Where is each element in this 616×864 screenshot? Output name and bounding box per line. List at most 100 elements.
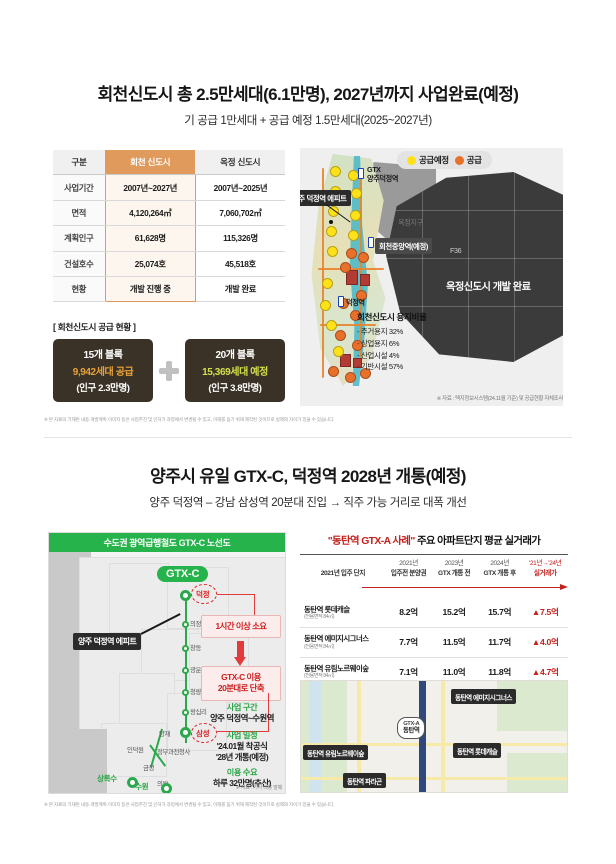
map-tag-hoecheon-station: 회천중앙역(예정): [375, 238, 432, 254]
map-green-area: [507, 753, 567, 792]
col-header-okjeong: 옥정 신도시: [195, 150, 285, 176]
row-label: 면적: [53, 200, 106, 227]
station-marker-sangnoksu: [127, 777, 138, 788]
station-label: 양재: [159, 731, 170, 738]
station-marker: [182, 689, 189, 696]
info-value-line2: '28년 개통(예정): [215, 752, 269, 763]
station-label: 정부과천청사: [157, 749, 190, 756]
map-source-note: ※ 자료 : 택지정보시스템(24.11월 기준) 및 공급현황 자체조사: [436, 396, 563, 402]
gtx-a-rail-line: [419, 681, 426, 792]
cell-okjeong: 2007년~2025년: [195, 174, 285, 201]
cell-hoecheon: 25,074호: [104, 251, 196, 277]
table-row: 사업기간 2007년~2027년 2007년~2025년: [53, 174, 285, 201]
table-row: 현황 개발 진행 중 개발 완료: [53, 276, 285, 303]
price-col-delta: '21년→'24년 실거래가: [522, 555, 568, 584]
station-marker: [182, 709, 189, 716]
apt-callout-tag: 양주 덕정역 에피트: [73, 633, 142, 650]
section-divider: [44, 437, 572, 438]
station-label: 인덕원: [127, 747, 144, 754]
gtx-map-source: ※ 자료 : 기사 내용 발췌: [235, 785, 283, 791]
map-road: [441, 681, 445, 792]
station-line-name: GTX-A: [403, 720, 420, 727]
deokjeong-station-marker: [338, 296, 344, 307]
section2-subtitle: 양주 덕정역 – 강남 삼성역 20분대 진입 → 직주 가능 거리로 대폭 개…: [149, 497, 467, 509]
ratio-item: - 산업시설 4%: [357, 350, 400, 360]
station-marker-samseong: [180, 727, 191, 738]
map-tag-apt: 양주 덕정역 에피트: [300, 190, 351, 206]
map-road: [301, 743, 567, 746]
price-title-quote: "동탄역 GTX-A 사례": [327, 536, 416, 547]
section2-disclaimer: ※ 본 자료의 기재된 내용·개발계획·이미지 등은 사업추진 및 인허가 과정…: [44, 802, 335, 807]
gtx-c-route-map: 수도권 광역급행철도 GTX-C 노선도 GTX-C: [48, 532, 286, 794]
complex-name-cell: 동탄역 에미지시그너스 (전용면적 84㎡): [300, 627, 386, 658]
cell-hoecheon: 2007년~2027년: [104, 174, 196, 201]
map-sea-lower: [49, 729, 107, 793]
table-row: 동탄역 에미지시그너스 (전용면적 84㎡) 7.7억 11.5억 11.7억 …: [300, 627, 568, 658]
gtx-c-badge: GTX-C: [157, 566, 209, 582]
map-tag-cygnus: 동탄역 에미지시그너스: [451, 689, 516, 704]
okjeong-completion-caption: 옥정신도시 개발 완료: [446, 282, 531, 293]
info-key: 사업 구간: [226, 703, 258, 712]
supply-card-planned: 20개 블록 15,369세대 예정 (인구 3.8만명): [185, 339, 285, 402]
complex-name: 동탄역 에미지시그너스: [304, 634, 369, 644]
info-business-section: 사업 구간 양주 덕정역~수원역: [199, 701, 285, 724]
info-value: '24.01월 착공식 '28년 개통(예정): [199, 741, 285, 764]
supply-blocks: 15개 블록: [83, 350, 123, 361]
callout-line1: GTX-C 이용: [221, 672, 261, 682]
map-legend: 공급예정 공급: [397, 151, 492, 169]
callout-duration: 1시간 이상 소요: [201, 615, 281, 639]
callout-line2: 20분대로 단축: [217, 683, 265, 694]
section1-subtitle: 기 공급 1만세대 + 공급 예정 1.5만세대(2025~2027년): [184, 115, 432, 127]
price-title-rest: 주요 아파트단지 평균 실거래가: [414, 536, 541, 547]
map-tag-paragon: 동탄역 파라곤: [343, 773, 386, 788]
price-col-2021: 2021년 입주전 분양권: [386, 555, 432, 584]
info-value: 하루 32만명(추산): [213, 778, 271, 788]
trend-arrow: [300, 584, 568, 591]
samseong-highlight-circle: [191, 723, 217, 743]
info-demand: 이용 수요 하루 32만명(추산): [199, 766, 285, 789]
price-2021: 8.2억: [385, 598, 432, 628]
table-row: 계획인구 61,628명 115,326명: [53, 225, 285, 252]
info-key: 이용 수요: [226, 768, 258, 777]
station-label: 광운대: [190, 667, 207, 674]
map-tag-yurim: 동탄역 유림노르웨이숲: [303, 745, 368, 760]
price-2024: 15.7억: [476, 598, 523, 628]
red-arrow-head: [234, 657, 246, 666]
section1-disclaimer: ※ 본 자료의 기재된 내용·개발계획·이미지 등은 사업추진 및 인허가 과정…: [44, 417, 335, 422]
price-col-2024: 2024년 GTX 개통 후: [477, 555, 523, 584]
land-use-ratio-title: 회천신도시 용지비율: [357, 312, 427, 322]
supply-units: 9,942세대 공급: [72, 367, 134, 378]
callout-connector-vert: [254, 594, 256, 618]
station-marker: [182, 645, 189, 652]
info-value: 양주 덕정역~수원역: [210, 713, 274, 723]
station-label: 의정부: [190, 621, 207, 628]
hoecheon-station-marker: [368, 237, 374, 248]
callout-connector-2-vert: [268, 693, 270, 732]
yellow-dot-icon: [407, 155, 416, 165]
ratio-item: - 기반시설 57%: [357, 362, 403, 372]
table-row: 면적 4,120,264㎡ 7,060,702㎡: [53, 200, 285, 227]
hoecheon-okjeong-map: 공급예정 공급 GTX 양주덕정역 양주 덕정역 에피트: [300, 148, 563, 406]
price-col-complex: 2021년 입주 단지: [320, 569, 366, 577]
supply-card-supplied: 15개 블록 9,942세대 공급 (인구 2.3만명): [53, 339, 153, 402]
station-label: 창동: [190, 645, 201, 652]
map-road: [301, 777, 567, 780]
complex-area: (전용면적 84㎡): [304, 613, 334, 620]
info-key: 사업 일정: [226, 731, 258, 740]
complex-name-cell: 동탄역 롯데캐슬 (전용면적 84㎡): [300, 598, 386, 628]
callout-gtx-benefit: GTX-C 이용 20분대로 단축: [201, 666, 281, 701]
callout-connector-2: [217, 731, 269, 733]
row-label: 현황: [53, 276, 106, 303]
price-col-year: '21년→'24년: [529, 560, 562, 567]
station-marker-deokjeong: [180, 590, 191, 601]
station-label-deokjeong: 덕정: [196, 590, 210, 599]
map-road: [357, 681, 361, 792]
okjeong-district-label: 옥정지구: [398, 218, 423, 227]
station-marker-suwon: [161, 783, 172, 793]
complex-name: 동탄역 유림노르웨이숲: [304, 664, 369, 674]
section-gtx-c: 양주시 유일 GTX-C, 덕정역 2028년 개통(예정) 양주 덕정역 – …: [0, 462, 616, 822]
trend-arrow-bar: [362, 587, 560, 589]
deokjeong-highlight-circle: [191, 584, 217, 604]
cell-hoecheon: 61,628명: [104, 225, 196, 252]
